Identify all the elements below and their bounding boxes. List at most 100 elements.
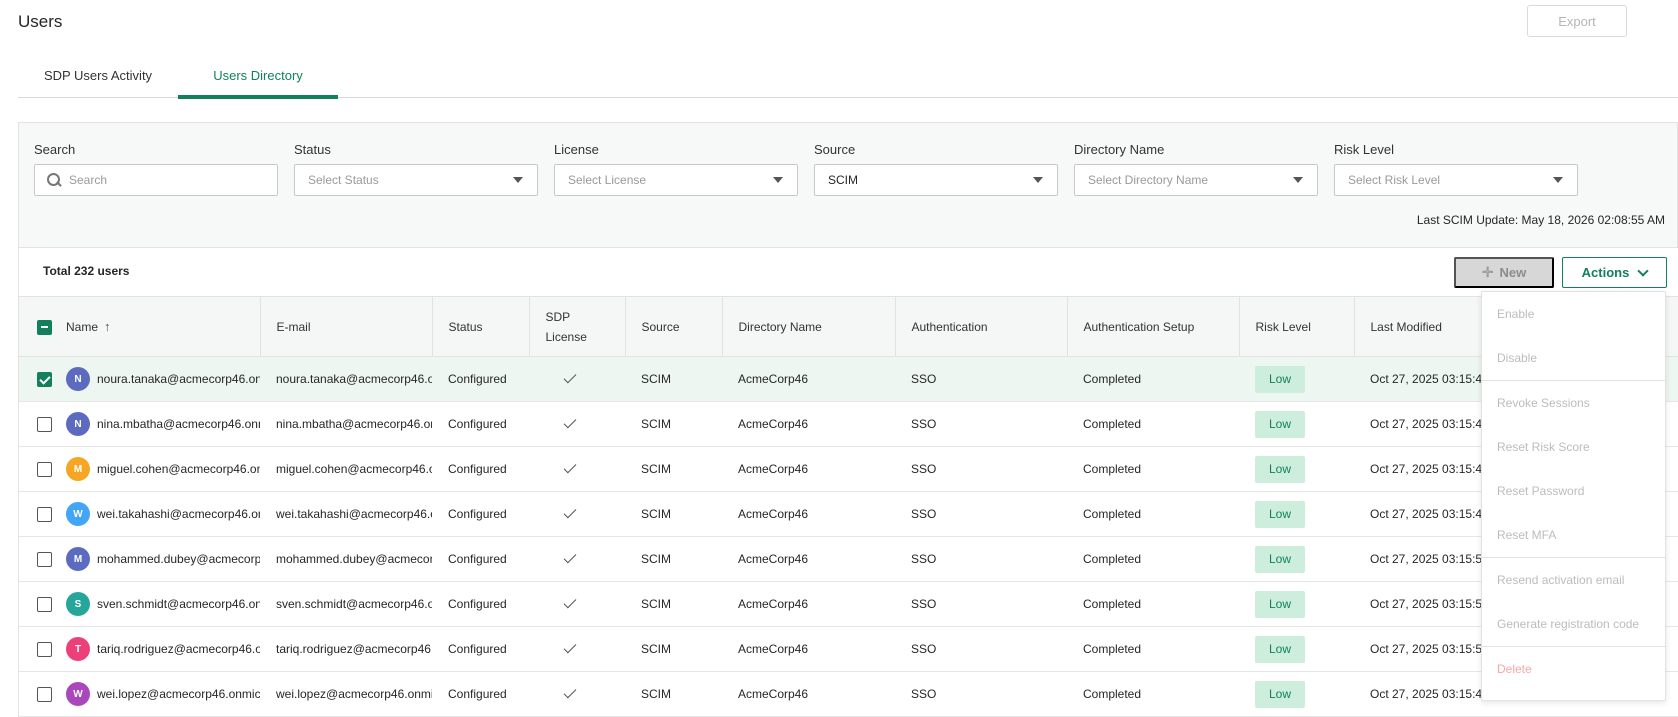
auth-cell: SSO: [895, 671, 1067, 717]
table-row[interactable]: Wwei.takahashi@acmecorp46.onmicrosoft.co…: [19, 491, 1678, 537]
source-cell: SCIM: [625, 401, 722, 447]
new-button-label: New: [1499, 265, 1527, 280]
risk-cell: Low: [1239, 536, 1354, 582]
column-risk-level[interactable]: Risk Level: [1239, 296, 1355, 357]
user-name[interactable]: tariq.rodriguez@acmecorp46.onmicrosoft.c…: [97, 642, 260, 656]
source-cell: SCIM: [625, 356, 722, 402]
menu-item-revoke-sessions[interactable]: Revoke Sessions: [1497, 396, 1590, 410]
row-checkbox-cell: [19, 671, 64, 717]
tab-sdp-users-activity[interactable]: SDP Users Activity: [43, 67, 153, 83]
sort-ascending-icon[interactable]: ↑: [104, 318, 111, 334]
user-name[interactable]: nina.mbatha@acmecorp46.onmicrosoft.com: [97, 417, 260, 431]
auth-cell: SSO: [895, 581, 1067, 627]
license-select[interactable]: Select License: [554, 164, 798, 196]
table-row[interactable]: Mmiguel.cohen@acmecorp46.onmicrosoft.com…: [19, 446, 1678, 492]
user-name[interactable]: sven.schmidt@acmecorp46.onmicrosoft.com: [97, 597, 260, 611]
user-name[interactable]: wei.lopez@acmecorp46.onmicrosoft.com: [97, 687, 260, 701]
export-button[interactable]: Export: [1527, 5, 1627, 37]
menu-item-reset-risk-score[interactable]: Reset Risk Score: [1497, 440, 1590, 454]
table-row[interactable]: Mmohammed.dubey@acmecorp46.onmicrosoft.c…: [19, 536, 1678, 582]
table-row[interactable]: Ssven.schmidt@acmecorp46.onmicrosoft.com…: [19, 581, 1678, 627]
sdp-license-cell: [529, 671, 625, 717]
sdp-license-cell: [529, 536, 625, 582]
row-checkbox[interactable]: [37, 506, 52, 522]
user-name[interactable]: mohammed.dubey@acmecorp46.onmicrosoft.co…: [97, 552, 260, 566]
auth-cell: SSO: [895, 626, 1067, 672]
table-header-row: Name ↑ E-mail Status SDP License Source Di…: [19, 296, 1678, 357]
auth-setup-cell: Completed: [1067, 626, 1239, 672]
avatar: W: [66, 502, 90, 526]
row-checkbox[interactable]: [37, 551, 52, 567]
row-checkbox[interactable]: [37, 641, 52, 657]
row-checkbox[interactable]: [37, 371, 52, 387]
directory-placeholder: Select Directory Name: [1088, 173, 1209, 187]
column-status[interactable]: Status: [432, 296, 530, 357]
directory-select[interactable]: Select Directory Name: [1074, 164, 1318, 196]
user-name[interactable]: wei.takahashi@acmecorp46.onmicrosoft.com: [97, 507, 260, 521]
sdp-license-cell: [529, 446, 625, 492]
column-directory-name[interactable]: Directory Name: [722, 296, 896, 357]
menu-item-generate-registration-code[interactable]: Generate registration code: [1497, 617, 1640, 631]
menu-item-reset-mfa[interactable]: Reset MFA: [1497, 528, 1557, 542]
auth-setup-cell: Completed: [1067, 536, 1239, 582]
user-name[interactable]: miguel.cohen@acmecorp46.onmicrosoft.com: [97, 462, 260, 476]
column-sdp-license-line1: SDP: [545, 309, 571, 324]
table-row[interactable]: Ttariq.rodriguez@acmecorp46.onmicrosoft.…: [19, 626, 1678, 672]
directory-label: Directory Name: [1074, 142, 1165, 157]
source-select[interactable]: SCIM: [814, 164, 1058, 196]
status-cell: Configured: [432, 626, 529, 672]
column-authentication[interactable]: Authentication: [895, 296, 1068, 357]
row-checkbox[interactable]: [37, 416, 52, 432]
source-cell: SCIM: [625, 626, 722, 672]
select-all-checkbox[interactable]: [37, 319, 52, 335]
risk-label: Risk Level: [1334, 142, 1394, 157]
status-select[interactable]: Select Status: [294, 164, 538, 196]
risk-badge: Low: [1255, 680, 1305, 708]
users-panel: Search Search Status Select Status Licen…: [18, 122, 1678, 717]
row-checkbox[interactable]: [37, 461, 52, 477]
search-input[interactable]: Search: [34, 164, 278, 196]
column-name-label: Name: [66, 319, 99, 334]
email-cell: noura.tanaka@acmecorp46.onmicrosoft.com: [260, 356, 432, 402]
source-value: SCIM: [828, 173, 858, 187]
risk-select[interactable]: Select Risk Level: [1334, 164, 1578, 196]
source-cell: SCIM: [625, 671, 722, 717]
row-checkbox[interactable]: [37, 686, 52, 702]
check-icon: [563, 415, 577, 429]
directory-cell: AcmeCorp46: [722, 446, 895, 492]
auth-cell: SSO: [895, 536, 1067, 582]
source-cell: SCIM: [625, 491, 722, 537]
table-row[interactable]: Wwei.lopez@acmecorp46.onmicrosoft.comwei…: [19, 671, 1678, 717]
caret-down-icon: [773, 177, 783, 183]
menu-item-delete[interactable]: Delete: [1497, 662, 1532, 676]
menu-item-resend-activation-email[interactable]: Resend activation email: [1497, 573, 1625, 587]
risk-cell: Low: [1239, 401, 1354, 447]
plus-icon: ✛: [1481, 264, 1494, 280]
column-sdp-license[interactable]: SDP License: [529, 296, 626, 357]
source-cell: SCIM: [625, 446, 722, 492]
actions-button[interactable]: Actions: [1562, 257, 1667, 288]
avatar: N: [66, 412, 90, 436]
auth-setup-cell: Completed: [1067, 491, 1239, 537]
status-cell: Configured: [432, 581, 529, 627]
row-checkbox-cell: [19, 581, 64, 627]
row-checkbox-cell: [19, 491, 64, 537]
user-name[interactable]: noura.tanaka@acmecorp46.onmicrosoft.com: [97, 372, 260, 386]
table-row[interactable]: Nnina.mbatha@acmecorp46.onmicrosoft.comn…: [19, 401, 1678, 447]
column-name[interactable]: Name ↑: [64, 296, 261, 357]
row-checkbox-cell: [19, 356, 64, 402]
column-source[interactable]: Source: [625, 296, 723, 357]
column-authentication-setup[interactable]: Authentication Setup: [1067, 296, 1240, 357]
menu-item-enable[interactable]: Enable: [1497, 307, 1535, 321]
tab-users-directory[interactable]: Users Directory: [178, 52, 338, 99]
menu-item-disable[interactable]: Disable: [1497, 351, 1538, 365]
new-button[interactable]: ✛ New: [1454, 257, 1554, 288]
column-email[interactable]: E-mail: [260, 296, 433, 357]
menu-item-reset-password[interactable]: Reset Password: [1497, 484, 1585, 498]
auth-cell: SSO: [895, 491, 1067, 537]
table-row[interactable]: Nnoura.tanaka@acmecorp46.onmicrosoft.com…: [19, 356, 1678, 402]
row-checkbox[interactable]: [37, 596, 52, 612]
email-cell: mohammed.dubey@acmecorp46.onmicrosoft.co…: [260, 536, 432, 582]
status-placeholder: Select Status: [308, 173, 379, 187]
